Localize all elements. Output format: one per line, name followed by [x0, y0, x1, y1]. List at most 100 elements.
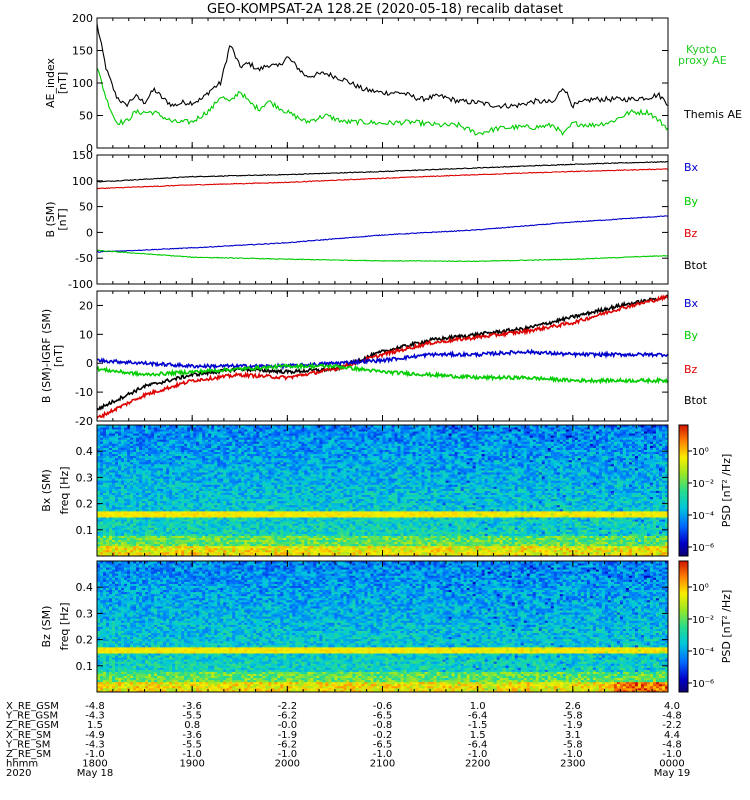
- psd-cell: [178, 541, 182, 545]
- psd-cell: [190, 472, 194, 475]
- psd-cell: [205, 488, 209, 491]
- psd-cell: [226, 447, 230, 450]
- psd-cell: [109, 539, 113, 543]
- psd-cell: [268, 551, 272, 555]
- psd-cell: [163, 510, 167, 514]
- psd-cell: [247, 506, 251, 510]
- psd-cell: [151, 437, 155, 440]
- psd-cell: [280, 539, 284, 543]
- psd-cell: [223, 525, 227, 528]
- psd-cell: [169, 543, 173, 547]
- psd-cell: [178, 445, 182, 448]
- figure-title: GEO-KOMPSAT-2A 128.2E (2020-05-18) recal…: [207, 2, 563, 17]
- psd-cell: [274, 531, 278, 534]
- psd-cell: [211, 476, 215, 479]
- psd-cell: [250, 465, 254, 469]
- psd-cell: [238, 429, 242, 432]
- psd-cell: [202, 523, 206, 526]
- psd-cell: [178, 502, 182, 506]
- psd-cell: [157, 523, 161, 526]
- psd-cell: [265, 533, 269, 536]
- psd-cell: [250, 482, 254, 485]
- psd-cell: [202, 541, 206, 545]
- psd-cell: [142, 472, 146, 475]
- psd-cell: [229, 531, 233, 534]
- psd-cell: [226, 427, 230, 430]
- psd-cell: [247, 449, 251, 453]
- psd-cell: [169, 439, 173, 442]
- psd-cell: [286, 492, 290, 495]
- psd-cell: [283, 533, 287, 536]
- psd-cell: [238, 496, 242, 500]
- psd-cell: [124, 433, 128, 436]
- psd-cell: [124, 525, 128, 528]
- psd-cell: [229, 525, 233, 528]
- psd-cell: [139, 519, 143, 522]
- psd-cell: [208, 519, 212, 522]
- psd-cell: [127, 461, 131, 465]
- psd-cell: [265, 435, 269, 438]
- psd-cell: [124, 484, 128, 487]
- psd-cell: [100, 486, 104, 489]
- psd-cell: [289, 502, 293, 506]
- psd-cell: [259, 437, 263, 440]
- psd-cell: [226, 502, 230, 506]
- psd-cell: [229, 519, 233, 522]
- psd-cell: [220, 519, 224, 522]
- psd-cell: [166, 490, 170, 493]
- psd-cell: [286, 537, 290, 541]
- psd-cell: [232, 453, 236, 457]
- psd-cell: [202, 490, 206, 493]
- psd-cell: [232, 502, 236, 506]
- psd-cell: [244, 500, 248, 504]
- psd-cell: [283, 429, 287, 432]
- psd-cell: [193, 488, 197, 491]
- psd-cell: [262, 461, 266, 465]
- psd-cell: [247, 480, 251, 483]
- psd-cell: [124, 502, 128, 506]
- psd-cell: [256, 510, 260, 514]
- psd-cell: [241, 504, 245, 508]
- psd-cell: [166, 517, 170, 520]
- psd-cell: [184, 515, 188, 518]
- psd-cell: [118, 472, 122, 475]
- psd-cell: [109, 488, 113, 491]
- psd-cell: [148, 527, 152, 530]
- psd-cell: [253, 484, 257, 487]
- psd-cell: [187, 455, 191, 459]
- psd-cell: [214, 455, 218, 459]
- psd-cell: [160, 443, 164, 446]
- psd-cell: [274, 488, 278, 491]
- psd-cell: [256, 478, 260, 481]
- psd-cell: [187, 486, 191, 489]
- psd-cell: [271, 549, 275, 553]
- psd-cell: [214, 510, 218, 514]
- psd-cell: [133, 437, 137, 440]
- psd-cell: [118, 470, 122, 473]
- psd-cell: [214, 439, 218, 442]
- psd-cell: [178, 527, 182, 530]
- psd-cell: [130, 443, 134, 446]
- psd-cell: [151, 476, 155, 479]
- psd-cell: [265, 527, 269, 530]
- psd-cell: [172, 533, 176, 536]
- psd-cell: [253, 445, 257, 448]
- psd-cell: [247, 500, 251, 504]
- psd-cell: [280, 515, 284, 518]
- psd-cell: [190, 541, 194, 545]
- psd-cell: [247, 437, 251, 440]
- psd-cell: [130, 480, 134, 483]
- psd-cell: [127, 515, 131, 518]
- psd-cell: [151, 508, 155, 512]
- psd-cell: [211, 551, 215, 555]
- psd-cell: [271, 517, 275, 520]
- psd-cell: [241, 527, 245, 530]
- psd-cell: [262, 533, 266, 536]
- psd-cell: [142, 451, 146, 455]
- psd-cell: [121, 463, 125, 467]
- psd-cell: [136, 506, 140, 510]
- psd-cell: [262, 502, 266, 506]
- series-kyoto-proxy-ae: [97, 68, 668, 136]
